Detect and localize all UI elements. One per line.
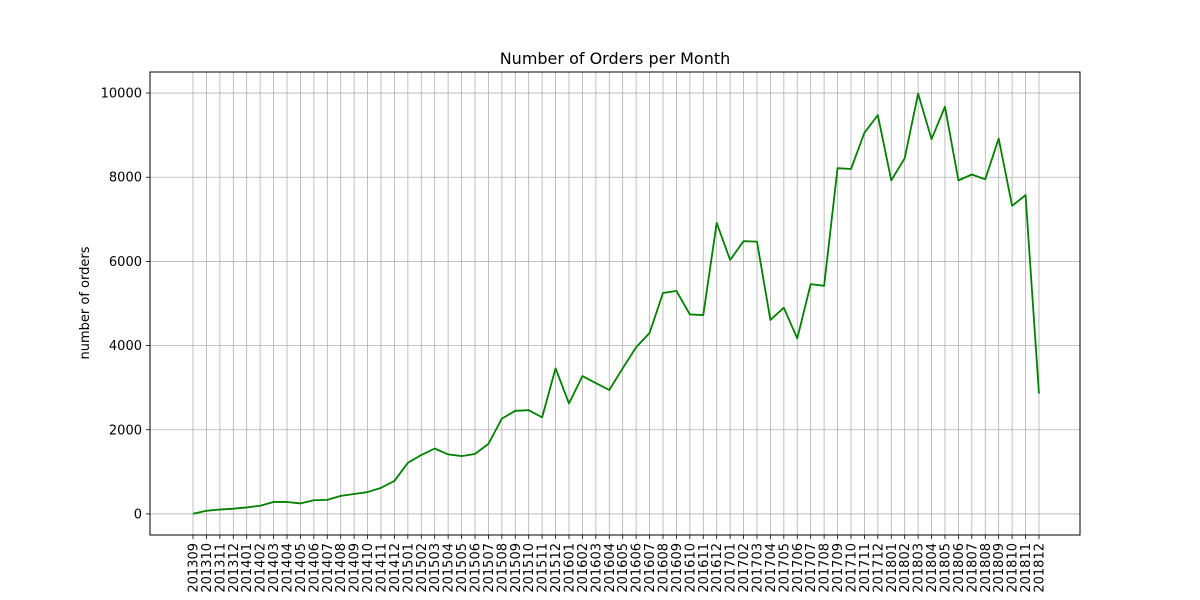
x-tick-label: 201805	[938, 543, 953, 593]
grid-lines	[150, 72, 1080, 535]
y-axis-label: number of orders	[78, 246, 93, 359]
x-tick-label: 201807	[965, 543, 980, 593]
y-axis: 0 2000 4000 6000 8000 10000	[101, 87, 150, 522]
x-tick-label: 201811	[1019, 543, 1034, 593]
x-tick-label: 201703	[750, 543, 765, 593]
x-tick-label: 201812	[1032, 543, 1047, 593]
x-tick-label: 201804	[925, 543, 940, 593]
x-tick-label: 201702	[737, 543, 752, 593]
x-tick-label: 201710	[844, 543, 859, 593]
x-tick-label: 201310	[200, 543, 215, 593]
x-tick-label: 201707	[804, 543, 819, 593]
x-tick-label: 201402	[254, 543, 269, 593]
x-tick-label: 201409	[348, 543, 363, 593]
x-tick-label: 201606	[630, 543, 645, 593]
x-tick-label: 201405	[294, 543, 309, 593]
y-tick-label: 4000	[109, 339, 142, 354]
x-tick-label: 201312	[227, 543, 242, 593]
plot-frame	[149, 71, 1081, 536]
x-tick-label: 201411	[374, 543, 389, 593]
x-tick-label: 201511	[536, 543, 551, 593]
x-tick-label: 201509	[509, 543, 524, 593]
x-tick-label: 201810	[1006, 543, 1021, 593]
x-tick-label: 201504	[442, 543, 457, 593]
y-tick-label: 6000	[109, 255, 142, 270]
series-line	[192, 92, 1040, 515]
x-tick-label: 201605	[616, 543, 631, 593]
x-tick-label: 201506	[468, 543, 483, 593]
x-tick-label: 201809	[992, 543, 1007, 593]
x-tick-label: 201706	[791, 543, 806, 593]
y-tick-label: 2000	[109, 423, 142, 438]
y-tick-label: 8000	[109, 171, 142, 186]
x-tick-label: 201803	[912, 543, 927, 593]
x-tick-label: 201309	[187, 543, 202, 593]
x-tick-label: 201808	[979, 543, 994, 593]
x-tick-label: 201407	[321, 543, 336, 593]
y-tick-label: 0	[134, 507, 142, 522]
x-tick-label: 201801	[885, 543, 900, 593]
x-tick-label: 201712	[871, 543, 886, 593]
x-tick-label: 201508	[495, 543, 510, 593]
x-tick-label: 201602	[576, 543, 591, 593]
x-tick-label: 201607	[643, 543, 658, 593]
x-tick-label: 201612	[710, 543, 725, 593]
x-tick-label: 201505	[455, 543, 470, 593]
x-tick-label: 201408	[334, 543, 349, 593]
series-orders	[192, 92, 1040, 515]
x-tick-label: 201601	[562, 543, 577, 593]
x-tick-label: 201711	[858, 543, 873, 593]
x-tick-label: 201806	[952, 543, 967, 593]
x-tick-label: 201609	[670, 543, 685, 593]
x-tick-label: 201603	[589, 543, 604, 593]
x-tick-label: 201510	[522, 543, 537, 593]
x-tick-label: 201501	[401, 543, 416, 593]
chart-title: Number of Orders per Month	[500, 49, 731, 68]
x-tick-label: 201512	[549, 543, 564, 593]
x-tick-label: 201311	[213, 543, 228, 593]
x-tick-label: 201705	[777, 543, 792, 593]
x-tick-label: 201704	[764, 543, 779, 593]
x-tick-label: 201610	[683, 543, 698, 593]
x-tick-label: 201507	[482, 543, 497, 593]
x-tick-label: 201404	[280, 543, 295, 593]
x-tick-label: 201410	[361, 543, 376, 593]
x-tick-label: 201403	[267, 543, 282, 593]
x-tick-label: 201604	[603, 543, 618, 593]
x-tick-label: 201709	[831, 543, 846, 593]
x-tick-label: 201708	[818, 543, 833, 593]
x-tick-label: 201406	[307, 543, 322, 593]
x-tick-label: 201701	[724, 543, 739, 593]
x-tick-label: 201412	[388, 543, 403, 593]
x-axis: 2013092013102013112013122014012014022014…	[187, 535, 1047, 593]
x-tick-label: 201611	[697, 543, 712, 593]
x-tick-label: 201503	[428, 543, 443, 593]
x-tick-label: 201502	[415, 543, 430, 593]
y-tick-label: 10000	[101, 87, 142, 102]
x-tick-label: 201802	[898, 543, 913, 593]
x-tick-label: 201608	[656, 543, 671, 593]
x-tick-label: 201401	[240, 543, 255, 593]
